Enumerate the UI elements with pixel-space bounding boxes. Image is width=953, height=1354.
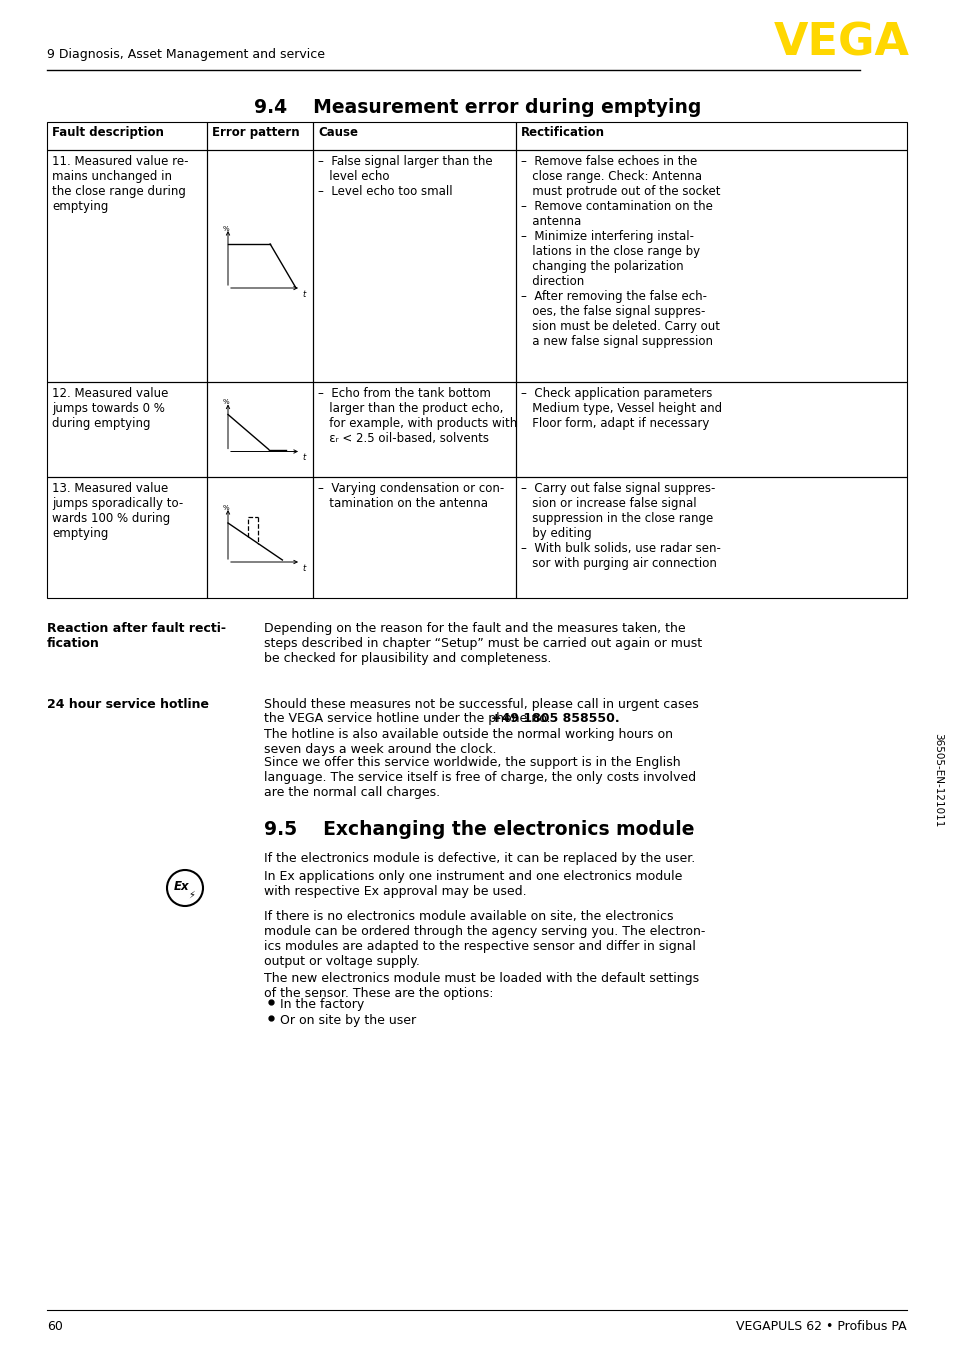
Bar [516,150,906,382]
Text: %: % [222,505,229,510]
Bar [313,150,516,382]
Text: 12. Measured value
jumps towards 0 %
during emptying: 12. Measured value jumps towards 0 % dur… [52,387,168,431]
Text: Or on site by the user: Or on site by the user [280,1014,416,1026]
Text: –  Check application parameters
   Medium type, Vessel height and
   Floor form,: – Check application parameters Medium ty… [520,387,721,431]
Text: –  False signal larger than the
   level echo
–  Level echo too small: – False signal larger than the level ech… [317,154,492,198]
Bar [207,477,313,598]
Text: %: % [222,226,229,232]
Text: –  Carry out false signal suppres-
   sion or increase false signal
   suppressi: – Carry out false signal suppres- sion o… [520,482,720,570]
Text: t: t [302,565,305,573]
Text: Depending on the reason for the fault and the measures taken, the
steps describe: Depending on the reason for the fault an… [264,621,701,665]
Bar [313,382,516,477]
Text: 13. Measured value
jumps sporadically to-
wards 100 % during
emptying: 13. Measured value jumps sporadically to… [52,482,183,540]
Text: 9.5    Exchanging the electronics module: 9.5 Exchanging the electronics module [264,821,694,839]
Text: Since we offer this service worldwide, the support is in the English
language. T: Since we offer this service worldwide, t… [264,756,696,799]
Text: –  Echo from the tank bottom
   larger than the product echo,
   for example, wi: – Echo from the tank bottom larger than … [317,387,517,445]
Text: In Ex applications only one instrument and one electronics module
with respectiv: In Ex applications only one instrument a… [264,871,681,898]
Text: t: t [302,290,305,299]
Text: ⚡: ⚡ [189,890,195,900]
Bar [207,150,313,382]
Text: the VEGA service hotline under the phone no.: the VEGA service hotline under the phone… [264,712,554,724]
Text: –  Varying condensation or con-
   tamination on the antenna: – Varying condensation or con- taminatio… [317,482,504,510]
Text: VEGA: VEGA [773,22,909,65]
Text: Rectification: Rectification [520,126,604,139]
Text: In the factory: In the factory [280,998,364,1011]
Text: t: t [302,454,305,463]
Text: Cause: Cause [317,126,357,139]
Bar [207,382,313,477]
Bar [313,122,516,150]
Bar [313,477,516,598]
Text: The new electronics module must be loaded with the default settings
of the senso: The new electronics module must be loade… [264,972,699,1001]
Text: %: % [222,399,229,405]
Text: Fault description: Fault description [52,126,164,139]
Text: –  Remove false echoes in the
   close range. Check: Antenna
   must protrude ou: – Remove false echoes in the close range… [520,154,720,348]
Text: 11. Measured value re-
mains unchanged in
the close range during
emptying: 11. Measured value re- mains unchanged i… [52,154,189,213]
Bar [207,122,313,150]
Bar [47,122,207,150]
Text: 9.4    Measurement error during emptying: 9.4 Measurement error during emptying [254,97,701,116]
Text: The hotline is also available outside the normal working hours on
seven days a w: The hotline is also available outside th… [264,728,672,756]
Text: Reaction after fault recti-
fication: Reaction after fault recti- fication [47,621,226,650]
Text: VEGAPULS 62 • Profibus PA: VEGAPULS 62 • Profibus PA [736,1320,906,1332]
Bar [516,477,906,598]
Text: 9 Diagnosis, Asset Management and service: 9 Diagnosis, Asset Management and servic… [47,47,325,61]
Text: 24 hour service hotline: 24 hour service hotline [47,699,209,711]
Text: 36505-EN-121011: 36505-EN-121011 [932,733,942,827]
Bar [516,122,906,150]
Text: 60: 60 [47,1320,63,1332]
Text: Error pattern: Error pattern [212,126,299,139]
Text: If there is no electronics module available on site, the electronics
module can : If there is no electronics module availa… [264,910,704,968]
Bar [47,382,207,477]
Text: If the electronics module is defective, it can be replaced by the user.: If the electronics module is defective, … [264,852,695,865]
Text: Should these measures not be successful, please call in urgent cases: Should these measures not be successful,… [264,699,698,711]
Bar [47,477,207,598]
Text: +49 1805 858550.: +49 1805 858550. [491,712,619,724]
Text: Ex: Ex [174,880,190,894]
Bar [516,382,906,477]
Bar [47,150,207,382]
